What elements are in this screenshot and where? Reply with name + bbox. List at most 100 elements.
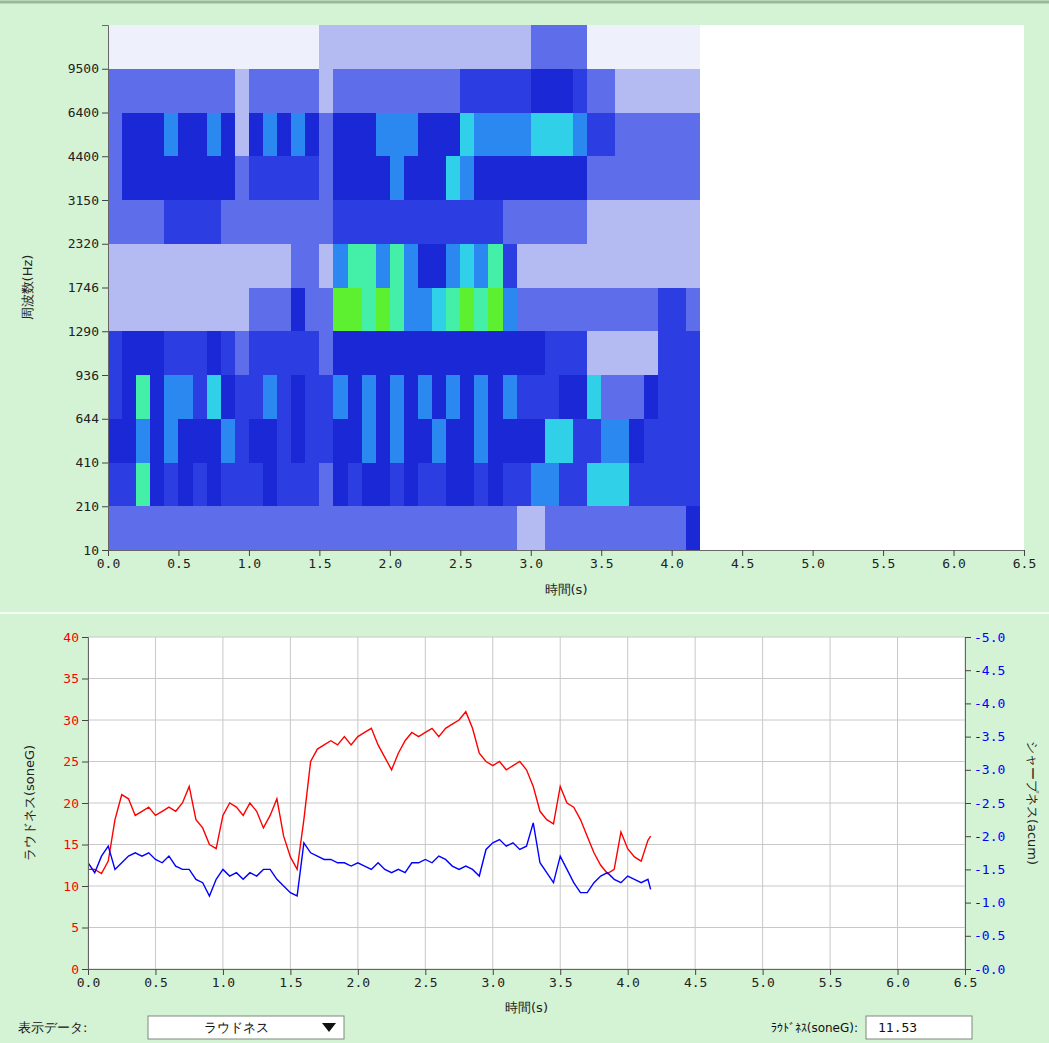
heatmap-cell <box>545 25 559 69</box>
heatmap-cell <box>164 463 178 507</box>
tick-label: 5 <box>71 920 79 935</box>
heatmap-cell <box>193 113 207 157</box>
heatmap-cell <box>122 244 136 288</box>
tick-label: 2.0 <box>347 975 370 990</box>
heatmap-cell <box>488 156 502 200</box>
heatmap-cell <box>291 463 305 507</box>
heatmap-cell <box>207 244 221 288</box>
heatmap-cell <box>108 113 122 157</box>
heatmap-cell <box>164 69 178 113</box>
heatmap-cell <box>644 25 658 69</box>
heatmap-cell <box>418 69 432 113</box>
tick-label: 2320 <box>68 236 99 251</box>
heatmap-cell <box>545 331 559 375</box>
heatmap-cell <box>235 113 249 157</box>
heatmap-cell <box>531 375 545 419</box>
tick: 2.5 <box>414 969 437 990</box>
control-label: 表示データ: <box>18 1020 87 1035</box>
heatmap-cell <box>686 331 700 375</box>
heatmap-cell <box>644 463 658 507</box>
line <box>88 712 651 874</box>
heatmap-cell <box>263 69 277 113</box>
heatmap-cell <box>672 156 686 200</box>
heatmap-cell <box>488 25 502 69</box>
heatmap-cell <box>615 288 629 332</box>
heatmap-cell <box>305 156 319 200</box>
axis: 0.00.51.01.52.02.53.03.54.04.55.05.56.06… <box>77 969 977 990</box>
heatmap-cell <box>517 331 531 375</box>
heatmap-cell <box>150 25 164 69</box>
tick: 5.5 <box>819 969 842 990</box>
tick-mark <box>102 69 108 70</box>
heatmap-cell <box>319 113 333 157</box>
heatmap-cell <box>291 331 305 375</box>
grid-line <box>88 637 965 638</box>
heatmap-cell <box>178 375 192 419</box>
heatmap-cell <box>559 244 573 288</box>
heatmap-cell <box>390 288 404 332</box>
heatmap-cell <box>488 331 502 375</box>
heatmap-cell <box>559 200 573 244</box>
heatmap-cell <box>573 25 587 69</box>
tick-label: 2.5 <box>414 975 437 990</box>
heatmap-cell <box>390 25 404 69</box>
heatmap-cell <box>193 156 207 200</box>
heatmap-cell <box>658 463 672 507</box>
heatmap-cell <box>333 463 347 507</box>
heatmap-cell <box>333 113 347 157</box>
tick: -3.5 <box>965 729 1005 744</box>
heatmap-cell <box>235 463 249 507</box>
tick: -5.0 <box>965 630 1005 645</box>
tick: 2.0 <box>379 550 402 571</box>
heatmap-cell <box>362 156 376 200</box>
heatmap-cell <box>390 506 404 550</box>
heatmap-cell <box>488 463 502 507</box>
dropdown-arrow[interactable] <box>322 1023 336 1032</box>
heatmap-cell <box>207 375 221 419</box>
tick-label: 1746 <box>68 280 99 295</box>
dropdown-box[interactable] <box>148 1016 344 1039</box>
heatmap-cell <box>686 419 700 463</box>
tick: 30 <box>63 713 88 728</box>
heatmap-cell <box>503 375 517 419</box>
tick: 0.5 <box>144 969 167 990</box>
dropdown-value[interactable]: ラウドネス <box>204 1020 269 1035</box>
tick-label: 4.5 <box>684 975 707 990</box>
heatmap-cell <box>644 113 658 157</box>
heatmap-cell <box>305 113 319 157</box>
heatmap-cell <box>432 463 446 507</box>
heatmap-cell <box>207 288 221 332</box>
tick-label: 9500 <box>68 61 99 76</box>
tick-mark <box>390 550 391 556</box>
heatmap-cell <box>249 463 263 507</box>
heatmap-cell <box>503 69 517 113</box>
dropdown[interactable]: ラウドネス <box>148 1016 344 1039</box>
heatmap-cell <box>221 375 235 419</box>
heatmap-cell <box>658 200 672 244</box>
tick-label: 5.5 <box>819 975 842 990</box>
heatmap-cell <box>164 506 178 550</box>
heatmap-cell <box>376 244 390 288</box>
heatmap-cell <box>150 156 164 200</box>
heatmap-cell <box>136 463 150 507</box>
heatmap-cell <box>207 69 221 113</box>
tick: 936 <box>76 368 108 383</box>
heatmap-cell <box>629 463 643 507</box>
tick-label: 3.5 <box>549 975 572 990</box>
heatmap-cell <box>587 113 601 157</box>
heatmap-cell <box>601 200 615 244</box>
heatmap-cell <box>658 288 672 332</box>
heatmap-cell <box>362 69 376 113</box>
heatmap-cell <box>601 25 615 69</box>
heatmap-cell <box>348 113 362 157</box>
heatmap-cell <box>136 156 150 200</box>
tick: 1.0 <box>238 550 261 571</box>
heatmap-cell <box>390 156 404 200</box>
heatmap-cell <box>150 419 164 463</box>
heatmap-cell <box>474 419 488 463</box>
heatmap-cell <box>573 506 587 550</box>
heatmap-cell <box>333 69 347 113</box>
heatmap-cell <box>629 156 643 200</box>
heatmap-cell <box>460 419 474 463</box>
heatmap-cell <box>672 25 686 69</box>
